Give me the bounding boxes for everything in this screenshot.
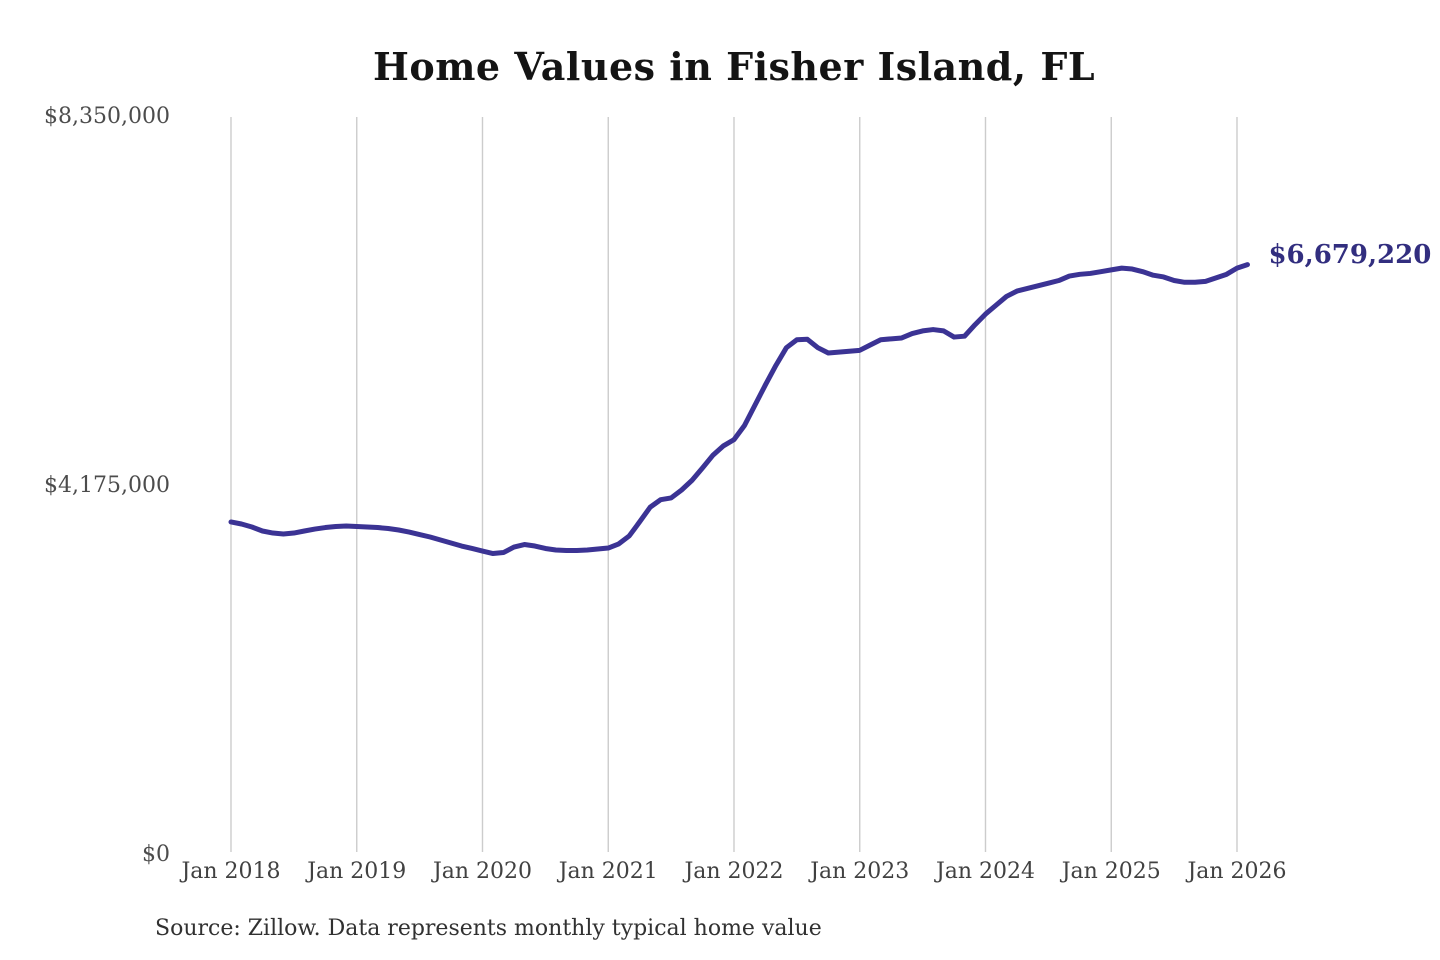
x-tick-label: Jan 2019 <box>307 859 407 884</box>
latest-value-label: $6,679,220 <box>1268 239 1432 270</box>
x-tick-label: Jan 2021 <box>558 859 658 884</box>
x-tick-label: Jan 2026 <box>1187 859 1287 884</box>
y-tick-label: $4,175,000 <box>44 473 170 498</box>
x-tick-label: Jan 2023 <box>810 859 910 884</box>
y-tick-label: $0 <box>142 842 170 867</box>
x-tick-label: Jan 2025 <box>1061 859 1161 884</box>
home-value-line <box>228 262 1250 557</box>
x-tick-label: Jan 2024 <box>935 859 1036 884</box>
chart-title: Home Values in Fisher Island, FL <box>372 44 1096 89</box>
source-note: Source: Zillow. Data represents monthly … <box>155 916 822 941</box>
x-tick-label: Jan 2020 <box>432 859 533 884</box>
x-tick-label: Jan 2018 <box>181 859 281 884</box>
y-tick-label: $8,350,000 <box>44 104 170 129</box>
x-tick-label: Jan 2022 <box>684 859 784 884</box>
